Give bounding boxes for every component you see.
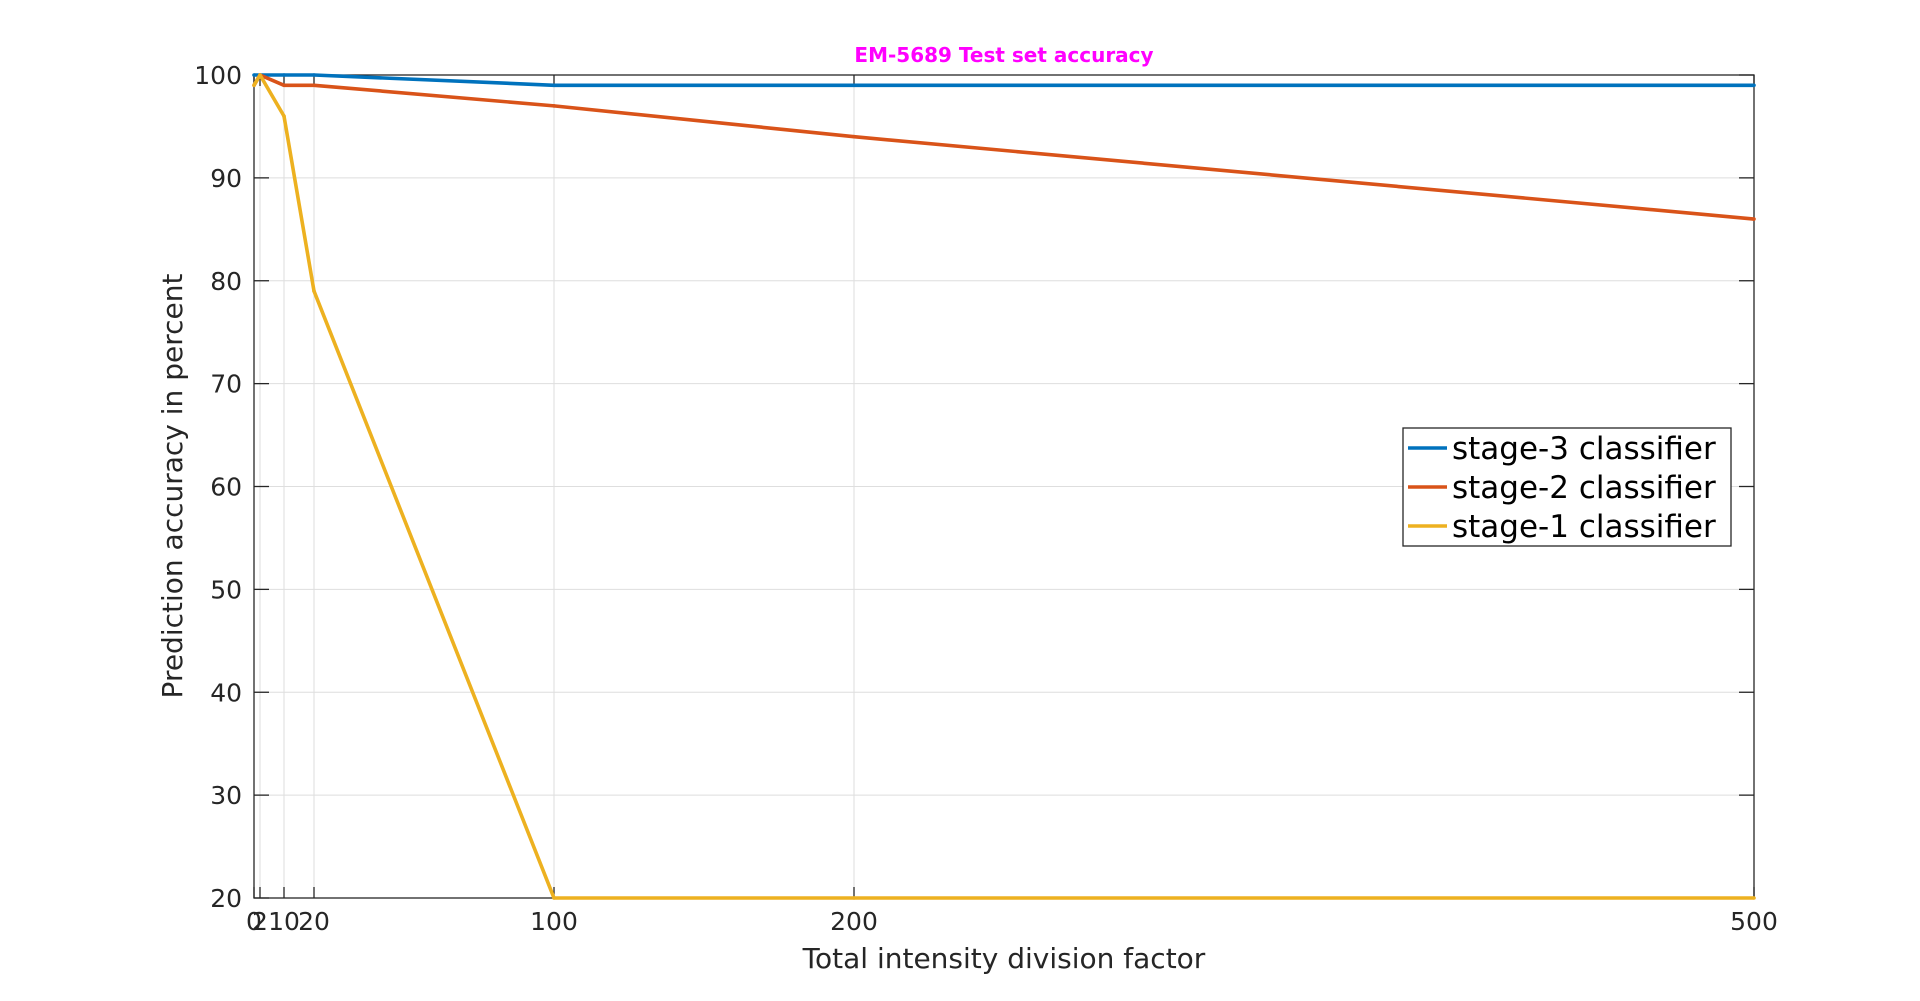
data-point <box>552 104 556 108</box>
data-point <box>552 896 556 900</box>
data-point <box>282 83 286 88</box>
y-tick-label: 60 <box>210 473 242 502</box>
data-point <box>282 73 286 77</box>
y-tick-label: 20 <box>210 884 242 913</box>
x-tick-label: 200 <box>830 907 878 936</box>
legend-label: stage-2 classifier <box>1452 470 1716 506</box>
legend-label: stage-3 classifier <box>1452 431 1716 467</box>
x-tick-label: 2 <box>252 907 268 936</box>
y-axis-label: Prediction accuracy in percent <box>156 274 189 699</box>
data-point <box>258 73 262 77</box>
data-point <box>1752 896 1756 900</box>
data-point <box>282 114 286 118</box>
y-tick-label: 70 <box>210 370 242 399</box>
data-point <box>1752 83 1756 88</box>
chart-title: EM-5689 Test set accuracy <box>854 43 1153 67</box>
y-tick-label: 50 <box>210 575 242 604</box>
x-tick-label: 500 <box>1730 907 1778 936</box>
data-point <box>252 83 256 88</box>
data-point <box>312 73 316 77</box>
y-tick-label: 30 <box>210 781 242 810</box>
x-tick-label: 20 <box>298 907 330 936</box>
y-tick-label: 40 <box>210 678 242 707</box>
data-point <box>852 896 856 900</box>
y-tick-label: 90 <box>210 164 242 193</box>
y-tick-label: 100 <box>194 61 242 90</box>
legend-label: stage-1 classifier <box>1452 509 1716 545</box>
data-point <box>312 83 316 88</box>
data-point <box>252 73 256 77</box>
data-point <box>852 83 856 88</box>
legend-box <box>1402 427 1732 547</box>
data-point <box>312 289 316 293</box>
x-axis-label: Total intensity division factor <box>802 942 1206 975</box>
x-tick-label: 0 <box>246 907 262 936</box>
data-point <box>1752 217 1756 221</box>
x-tick-label: 100 <box>530 907 578 936</box>
data-point <box>552 83 556 88</box>
series-lines <box>252 73 1756 900</box>
x-tick-label: 10 <box>268 907 300 936</box>
y-tick-label: 80 <box>210 267 242 296</box>
data-point <box>852 134 856 139</box>
